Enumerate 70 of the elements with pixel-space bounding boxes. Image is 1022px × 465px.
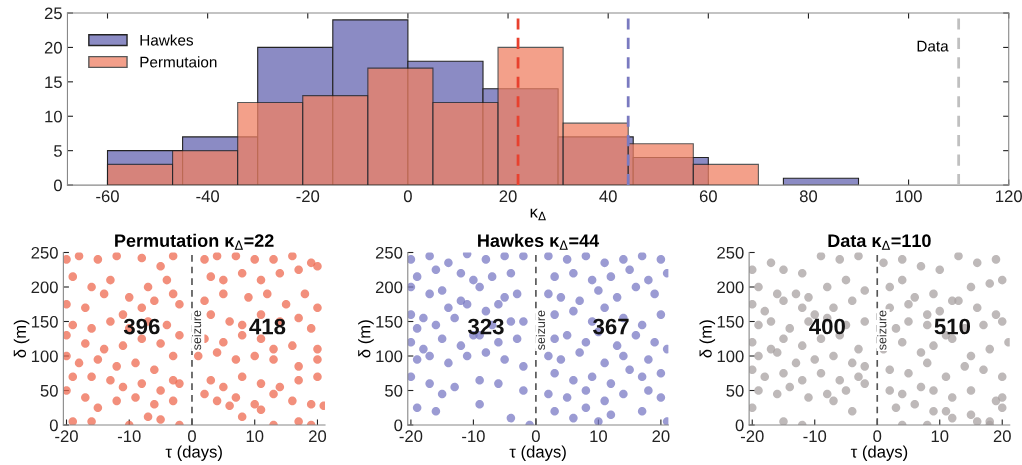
- y-tick-label: 25: [44, 7, 62, 20]
- x-tick-label: 0: [188, 430, 196, 443]
- x-tick-label: 40: [599, 190, 617, 203]
- x-tick-label: -40: [196, 190, 220, 203]
- x-tick-label: -20: [740, 430, 764, 443]
- y-tick-label: 150: [376, 315, 403, 328]
- x-axis-title: τ (days): [850, 445, 908, 461]
- x-tick-label: 0: [873, 430, 882, 443]
- y-tick-label: 150: [31, 315, 58, 328]
- annotation: 400: [809, 318, 845, 335]
- y-tick-label: 250: [375, 246, 403, 259]
- x-tick-label: 20: [652, 430, 670, 443]
- x-tick-label: 60: [699, 190, 717, 203]
- y-tick-label: 100: [31, 350, 58, 363]
- y-axis-title: δ (m): [13, 320, 30, 358]
- y-tick-label: 0: [394, 419, 403, 432]
- y-tick-label: 0: [49, 419, 58, 432]
- y-tick-label: 50: [40, 384, 58, 397]
- y-axis-title: δ (m): [699, 320, 716, 358]
- y-tick-label: 20: [44, 41, 62, 54]
- x-tick-label: -20: [399, 430, 423, 443]
- y-tick-label: 250: [717, 246, 744, 259]
- y-tick-label: 15: [45, 76, 62, 89]
- ref-line-label: seizure: [191, 310, 202, 350]
- chart-title: Hawkes κ$_{Δ}$=44: [478, 233, 600, 250]
- legend-label: Permutaion: [140, 56, 217, 68]
- y-tick-label: 100: [376, 350, 403, 363]
- x-tick-label: -20: [55, 430, 78, 443]
- x-tick-label: 0: [531, 430, 540, 443]
- x-tick-label: -20: [296, 190, 320, 203]
- x-axis-title: τ (days): [165, 445, 222, 461]
- x-axis-title: τ (days): [509, 445, 566, 461]
- ref-line-label: seizure: [877, 310, 887, 350]
- y-tick-label: 10: [45, 110, 62, 123]
- y-tick-label: 5: [53, 145, 62, 157]
- x-tick-label: 10: [246, 430, 264, 443]
- x-tick-label: 80: [799, 190, 818, 203]
- y-tick-label: 100: [717, 350, 744, 363]
- annotation: 323: [467, 318, 504, 335]
- y-tick-label: 50: [385, 384, 403, 397]
- x-axis-title: κ$_{Δ}$: [530, 208, 546, 221]
- ref-line-label: seizure: [535, 310, 546, 350]
- legend-label: Hawkes: [140, 34, 194, 46]
- x-tick-label: 20: [499, 190, 517, 203]
- x-tick-label: 10: [931, 430, 949, 443]
- y-tick-label: 200: [717, 281, 744, 294]
- chart-title: Data κ$_{Δ}$=110: [828, 234, 931, 250]
- x-tick-label: 20: [993, 430, 1011, 443]
- annotation: 367: [593, 318, 629, 335]
- x-tick-label: 0: [403, 190, 412, 203]
- chart-title: Permutation κ$_{Δ}$=22: [115, 233, 274, 250]
- x-tick-label: 100: [895, 190, 922, 203]
- y-tick-label: 200: [375, 281, 403, 294]
- x-tick-label: -60: [96, 190, 119, 203]
- y-tick-label: 250: [31, 246, 58, 259]
- x-tick-label: -10: [462, 430, 485, 443]
- y-axis-title: δ (m): [358, 320, 374, 358]
- annotation: 418: [249, 318, 286, 335]
- annotation: 510: [934, 318, 971, 335]
- y-tick-label: 200: [31, 281, 58, 294]
- x-tick-label: 120: [996, 190, 1022, 203]
- y-tick-label: 50: [726, 384, 744, 397]
- y-tick-label: 150: [717, 315, 744, 328]
- x-tick-label: -10: [117, 430, 141, 443]
- y-tick-label: 0: [53, 179, 62, 192]
- x-tick-label: 20: [309, 430, 327, 443]
- x-tick-label: -10: [803, 430, 827, 443]
- x-tick-label: 10: [590, 430, 608, 443]
- y-tick-label: 0: [735, 419, 744, 432]
- ref-line-label: Data: [917, 40, 949, 52]
